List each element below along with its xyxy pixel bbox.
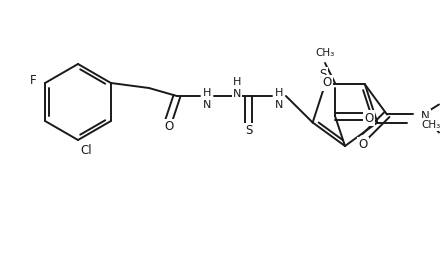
- Text: CH₃: CH₃: [316, 48, 335, 58]
- Text: Cl: Cl: [80, 144, 91, 156]
- Text: H
N: H N: [233, 77, 241, 99]
- Text: CH₃: CH₃: [421, 119, 441, 130]
- Text: H
N: H N: [275, 88, 283, 110]
- Text: O: O: [322, 76, 332, 89]
- Text: O: O: [358, 138, 368, 151]
- Text: S: S: [319, 68, 327, 81]
- Text: O: O: [164, 120, 174, 134]
- Text: O: O: [364, 112, 373, 124]
- Text: N: N: [421, 110, 430, 123]
- Text: F: F: [30, 74, 36, 87]
- Text: H
N: H N: [203, 88, 211, 110]
- Text: S: S: [245, 124, 252, 137]
